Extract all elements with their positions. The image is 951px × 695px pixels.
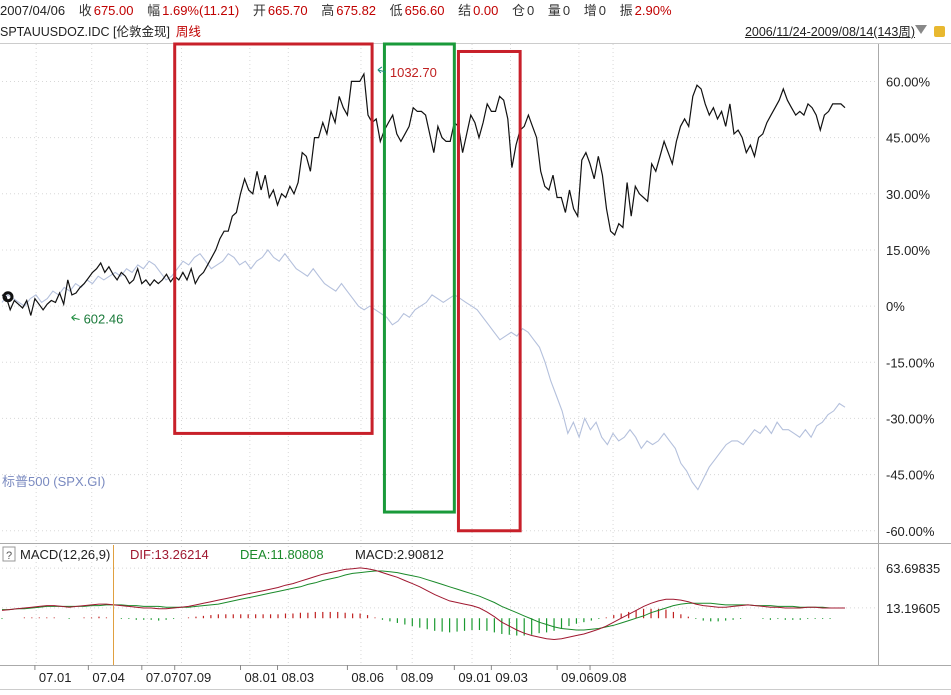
x-tick-label: 09.08 bbox=[594, 670, 627, 685]
highlight-box-red-2 bbox=[456, 49, 522, 533]
volume-value: 0 bbox=[562, 3, 571, 18]
x-tick-label: 08.01 bbox=[245, 670, 278, 685]
x-tick-label: 07.01 bbox=[39, 670, 72, 685]
x-tick-label: 08.03 bbox=[282, 670, 315, 685]
y-tick-label: -30.00% bbox=[886, 411, 935, 426]
period-label[interactable]: 周线 bbox=[175, 25, 201, 39]
x-tick-label: 09.01 bbox=[458, 670, 491, 685]
y-tick-label: 30.00% bbox=[886, 187, 931, 202]
amplitude-label: 振 bbox=[619, 3, 633, 18]
range-dropdown-icon[interactable] bbox=[915, 25, 927, 34]
macd-title: MACD(12,26,9) bbox=[20, 547, 110, 562]
amplitude-value: 2.90% bbox=[634, 3, 672, 18]
lock-icon[interactable] bbox=[934, 26, 945, 37]
quote-date: 2007/04/06 bbox=[0, 3, 66, 18]
spx-legend-label: 标普500 (SPX.GI) bbox=[2, 474, 105, 489]
low-arrow-icon bbox=[71, 314, 80, 321]
macd-dea-label: DEA:11.80808 bbox=[240, 547, 324, 562]
y-tick-label: 45.00% bbox=[886, 131, 931, 146]
y-tick-label: 15.00% bbox=[886, 243, 931, 258]
x-tick-label: 08.06 bbox=[351, 670, 384, 685]
x-tick-label: 09.06 bbox=[561, 670, 594, 685]
position-value: 0 bbox=[527, 3, 535, 18]
macd-dea-line bbox=[2, 570, 845, 631]
gold-price-line bbox=[1, 72, 846, 316]
highlight-box-red-0 bbox=[173, 42, 374, 435]
low-value: 656.60 bbox=[404, 3, 445, 18]
change-label: 幅 bbox=[147, 3, 161, 18]
close-value: 675.00 bbox=[93, 3, 134, 18]
change-value: 1.69%(11.21) bbox=[162, 3, 240, 18]
series-start-marker bbox=[2, 291, 14, 303]
increase-label: 增 bbox=[583, 3, 597, 18]
x-tick-label: 07.04 bbox=[92, 670, 125, 685]
low-label: 低 bbox=[389, 3, 403, 18]
settle-label: 结 bbox=[458, 3, 472, 18]
y-tick-label: 60.00% bbox=[886, 74, 931, 89]
chart-subheader: SPTAUUSDOZ.IDC [伦敦金现] 周线 2006/11/24-2009/… bbox=[0, 22, 951, 42]
high-price-label: 1032.70 bbox=[390, 65, 437, 80]
macd-value-label: MACD:2.90812 bbox=[355, 547, 444, 562]
high-arrow-icon bbox=[377, 66, 386, 74]
volume-label: 量 bbox=[547, 3, 561, 18]
settle-value: 0.00 bbox=[473, 3, 499, 18]
macd-dif-label: DIF:13.26214 bbox=[130, 547, 209, 562]
x-tick-label: 07.09 bbox=[179, 670, 212, 685]
y-tick-label: -15.00% bbox=[886, 355, 935, 370]
high-label: 高 bbox=[321, 3, 335, 18]
increase-value: 0 bbox=[598, 3, 607, 18]
open-value: 665.70 bbox=[267, 3, 308, 18]
quote-header: 2007/04/06 收 675.00 幅 1.69%(11.21) 开 665.70… bbox=[0, 0, 951, 22]
macd-help-icon bbox=[2, 546, 16, 562]
macd-y-tick-label: 13.19605 bbox=[886, 601, 940, 616]
x-tick-label: 07.07 bbox=[146, 670, 179, 685]
spx-line bbox=[1, 248, 846, 491]
x-tick-label: 09.03 bbox=[495, 670, 528, 685]
close-label: 收 bbox=[78, 3, 92, 18]
open-label: 开 bbox=[252, 3, 266, 18]
macd-dif-line bbox=[1, 567, 845, 641]
macd-help-text: ? bbox=[6, 550, 12, 562]
y-tick-label: -45.00% bbox=[886, 468, 935, 483]
low-price-label: 602.46 bbox=[84, 311, 124, 326]
date-range-label[interactable]: 2006/11/24-2009/08/14(143周) bbox=[744, 25, 915, 39]
highlight-box-green-1 bbox=[382, 42, 456, 514]
x-tick-label: 08.09 bbox=[401, 670, 434, 685]
y-tick-label: -60.00% bbox=[886, 524, 935, 539]
macd-y-tick-label: 63.69835 bbox=[886, 561, 940, 576]
high-value: 675.82 bbox=[336, 3, 377, 18]
symbol-label: SPTAUUSDOZ.IDC [伦敦金现] bbox=[0, 25, 170, 39]
y-tick-label: 0% bbox=[886, 299, 905, 314]
position-label: 仓 bbox=[512, 3, 526, 18]
